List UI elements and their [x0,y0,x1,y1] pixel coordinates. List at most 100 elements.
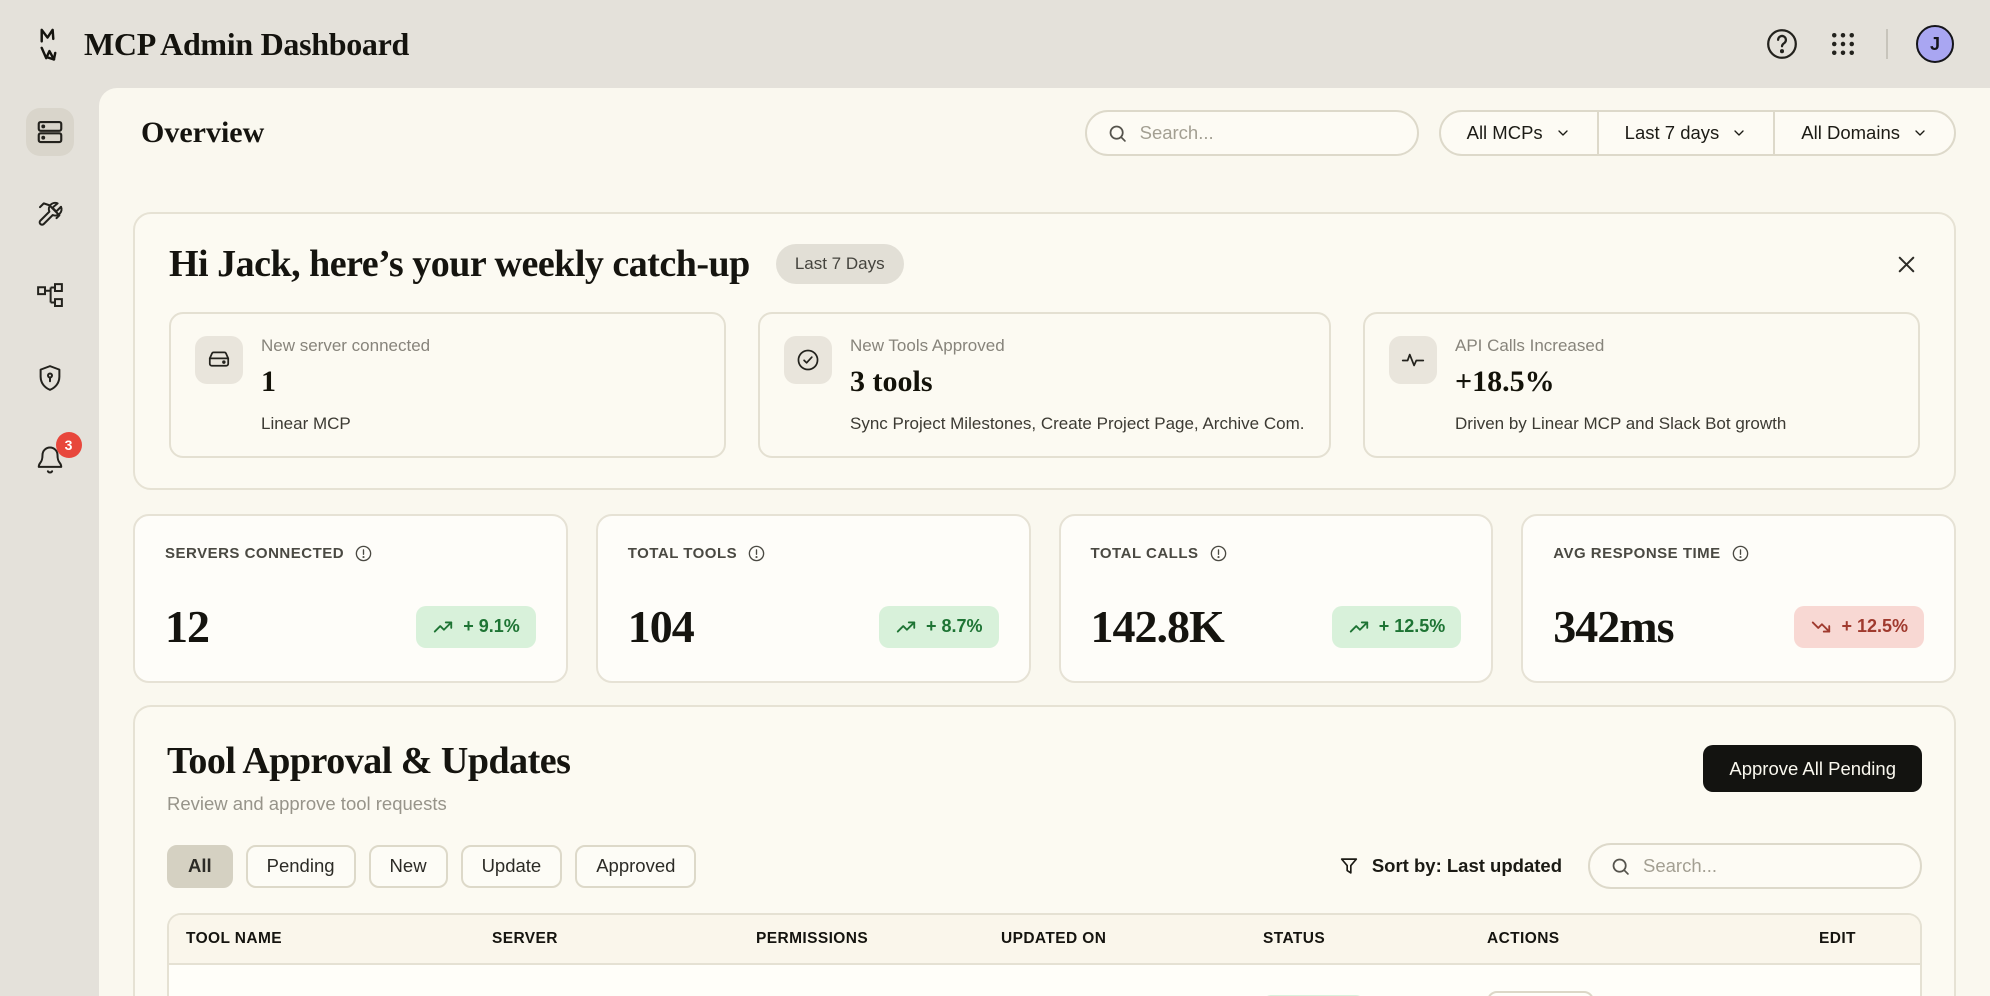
sidebar-item-servers[interactable] [25,108,74,156]
stat-value: 104 [627,601,695,652]
stat-value: 342ms [1553,601,1674,652]
app-title: MCP Admin Dashboard [84,25,410,62]
chevron-down-icon [1731,125,1747,141]
column-header-tool-name: TOOL NAME [186,930,283,947]
filter-all-mcps[interactable]: All MCPs [1441,112,1597,154]
top-header: MCP Admin Dashboard J [0,0,1990,88]
tab-all[interactable]: All [167,844,233,888]
filter-date-range[interactable]: Last 7 days [1596,112,1774,154]
stat-card-total-tools: TOTAL TOOLS 104 + 8.7% [595,514,1031,683]
overview-filters: All MCPs Last 7 days All Domains [1438,110,1956,156]
help-button[interactable] [1764,26,1800,62]
tab-approved[interactable]: Approved [575,844,697,888]
stat-label: TOTAL CALLS [1090,545,1199,562]
tab-pending[interactable]: Pending [245,844,356,888]
table-header-row: TOOL NAME SERVER PERMISSIONS UPDATED ON … [169,915,1920,965]
activity-icon [1389,336,1437,384]
sidebar-item-integrations[interactable] [26,272,74,320]
catchup-title: Hi Jack, here’s your weekly catch-up [169,243,750,285]
info-icon[interactable] [1731,544,1750,563]
status-badge: Approved [1263,994,1364,996]
bell-icon [35,445,65,475]
sidebar: 3 [0,88,99,996]
help-icon [1764,26,1800,62]
main-panel: Overview All MCPs [99,88,1990,996]
avatar[interactable]: J [1916,25,1954,63]
column-header-updated-on: UPDATED ON [1001,930,1107,947]
catchup-card-detail: Linear MCP [261,414,351,433]
stat-card-total-calls: TOTAL CALLS 142.8K + 12.5% [1058,514,1494,683]
sidebar-item-security[interactable] [26,354,74,402]
servers-icon [35,117,65,147]
approve-all-pending-button[interactable]: Approve All Pending [1703,745,1922,792]
catchup-card-value: 1 [261,365,276,398]
catchup-card-tools-approved: New Tools Approved 3 tools Sync Project … [758,312,1331,458]
stat-label: TOTAL TOOLS [627,545,738,562]
table-search[interactable] [1588,843,1922,889]
catchup-card-new-server: New server connected 1 Linear MCP [169,312,726,458]
close-catchup-button[interactable] [1893,251,1920,278]
catchup-card-detail: Sync Project Milestones, Create Project … [850,414,1305,433]
search-icon [1107,123,1128,144]
sidebar-item-tools[interactable] [26,190,74,238]
info-icon[interactable] [354,544,373,563]
stat-card-avg-response-time: AVG RESPONSE TIME 342ms + 12.5% [1521,514,1956,683]
stat-card-servers-connected: SERVERS CONNECTED 12 + 9.1% [133,514,568,683]
avatar-initial: J [1929,33,1940,54]
column-header-permissions: PERMISSIONS [756,930,869,947]
info-icon[interactable] [1209,544,1228,563]
check-circle-icon [784,336,832,384]
stat-label: AVG RESPONSE TIME [1553,545,1721,562]
trend-badge: + 12.5% [1794,605,1924,648]
brand: MCP Admin Dashboard [36,26,409,63]
stats-row: SERVERS CONNECTED 12 + 9.1% [133,514,1956,683]
catchup-card-detail: Driven by Linear MCP and Slack Bot growt… [1455,414,1787,433]
server-icon [195,336,243,384]
trending-up-icon [432,616,454,638]
tab-update[interactable]: Update [460,844,563,888]
catchup-period-badge: Last 7 Days [775,244,904,284]
chevron-down-icon [1912,125,1928,141]
chevron-down-icon [1555,125,1571,141]
shield-icon [35,363,65,393]
table-row: Sync Project Milestones Linear MCP read,… [169,965,1920,996]
apps-grid-button[interactable] [1828,29,1858,59]
catchup-card-api-calls: API Calls Increased +18.5% Driven by Lin… [1363,312,1920,458]
filter-domains[interactable]: All Domains [1773,112,1954,154]
column-header-edit: EDIT [1819,930,1856,947]
revoke-button[interactable]: Revoke [1487,990,1595,996]
close-icon [1893,251,1920,278]
catchup-card-label: New Tools Approved [850,336,1005,355]
logo-icon [36,26,68,62]
sidebar-item-notifications[interactable]: 3 [26,432,82,484]
weekly-catchup-card: Hi Jack, here’s your weekly catch-up Las… [133,212,1956,490]
sort-label: Sort by: Last updated [1371,855,1562,876]
catchup-card-value: 3 tools [850,365,933,398]
trend-badge: + 8.7% [878,605,999,648]
page-title: Overview [141,116,265,149]
info-icon[interactable] [747,544,766,563]
catchup-card-label: API Calls Increased [1455,336,1605,355]
table-search-input[interactable] [1643,855,1900,877]
column-header-server: SERVER [492,930,558,947]
catchup-card-value: +18.5% [1455,365,1555,398]
tool-approval-subtitle: Review and approve tool requests [167,793,447,814]
funnel-filter-icon [1338,855,1360,877]
search-input[interactable] [1139,122,1397,144]
search-icon [1610,856,1631,877]
stat-label: SERVERS CONNECTED [165,545,345,562]
trending-down-icon [1810,616,1832,638]
trend-badge: + 9.1% [416,605,536,648]
tool-approval-section: Tool Approval & Updates Review and appro… [133,705,1956,996]
column-header-actions: ACTIONS [1487,930,1560,947]
sort-control[interactable]: Sort by: Last updated [1338,855,1562,877]
tool-approval-title: Tool Approval & Updates [167,740,571,782]
global-search[interactable] [1084,110,1419,156]
hierarchy-icon [35,281,65,311]
trending-up-icon [895,616,917,638]
stat-value: 142.8K [1090,601,1225,652]
tool-table: TOOL NAME SERVER PERMISSIONS UPDATED ON … [167,913,1922,996]
grid-dots-icon [1828,29,1858,59]
catchup-card-label: New server connected [261,336,431,355]
tab-new[interactable]: New [368,844,448,888]
